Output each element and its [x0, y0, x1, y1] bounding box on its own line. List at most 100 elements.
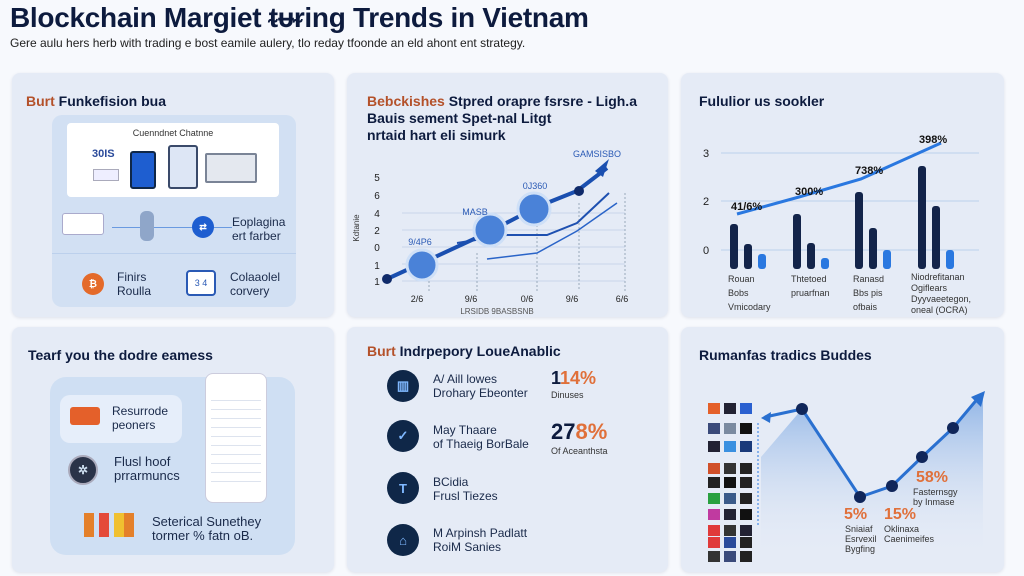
line: Niodrefitanan [911, 272, 965, 282]
line: Dyyvaeetegon, [911, 294, 972, 304]
app-icon [740, 525, 752, 536]
cloud-node-icon [140, 211, 154, 241]
calendar-icon: 3 4 [186, 270, 216, 296]
page-title: Blockchain Margiet ᵵᵾᵲing Trends in Viet… [10, 2, 589, 33]
line: M Arpinsh Padlatt [433, 526, 528, 540]
line: Bbs pis [853, 288, 883, 298]
stat-value: 114% [551, 368, 596, 389]
phone-screen [211, 392, 261, 482]
bar [932, 206, 940, 269]
bar [807, 243, 815, 269]
line: peoners [112, 418, 156, 432]
x-tick: 6/6 [616, 294, 629, 304]
app-icon [740, 403, 752, 414]
line: Resurrode [112, 404, 169, 418]
x-tick: 0/6 [521, 294, 534, 304]
line: BCidia [433, 475, 469, 489]
app-icon [724, 525, 736, 536]
trend-arrow-head [971, 391, 985, 407]
back-arrow-line [764, 407, 803, 419]
line: ofbais [853, 302, 878, 312]
platform-card: Cuenndnet Chatnne 30IS [67, 123, 279, 197]
line: Bygfing [845, 544, 876, 554]
bar-chart-icon: ▥ [387, 370, 419, 402]
y-tick: 2 [703, 196, 709, 208]
title-text: Bauis sement Spet-nal Litgt [367, 110, 552, 126]
label-line: ert farber [232, 229, 281, 243]
x-tick: 2/6 [411, 294, 424, 304]
line: Ranasd [853, 274, 885, 284]
stat-part: 14% [560, 368, 597, 388]
point-label: 9/4P6 [408, 237, 432, 247]
series-line-tertiary [486, 202, 618, 260]
page-subtitle: Gere aulu hers herb with trading e bost … [10, 36, 526, 50]
line: of Thaeig BorBale [433, 437, 529, 451]
title-accent: Bebckishes [367, 93, 445, 109]
point-label: 0J360 [523, 181, 548, 191]
panel-features: Tearf you the dodre eamess Resurrode peon… [12, 327, 334, 572]
data-point [382, 274, 392, 284]
industry-item: May Thaare of Thaeig BorBale [433, 423, 529, 451]
line-labels: 41/6% 300% 738% 398% [731, 134, 947, 213]
point-label: GAMSISBO [573, 149, 621, 159]
trend-pct: 5% [844, 506, 868, 523]
bar-graphic-icon [84, 513, 134, 537]
panel-title: Burt Indrpepory LoueAnablic [367, 343, 561, 360]
app-icon [708, 477, 720, 488]
inner-box: Cuenndnet Chatnne 30IS ⇄ Eoplagina ert fa… [52, 115, 296, 307]
app-icon [708, 537, 720, 548]
line-label: 41/6% [731, 201, 762, 213]
y-axis-label: Kdtanie [352, 214, 361, 242]
app-icon [708, 403, 720, 414]
line: Rouan [728, 274, 755, 284]
y-ticks: 3 2 0 [703, 148, 709, 257]
y-tick: 6 [374, 191, 380, 202]
industry-item: BCidia Frusl Tiezes [433, 475, 498, 503]
line: Esrvexil [845, 534, 877, 544]
exchange-icon: ⇄ [192, 216, 214, 238]
app-icon [708, 551, 720, 562]
title-text: Indrpepory LoueAnablic [399, 343, 561, 359]
label-line: Roulla [117, 284, 152, 298]
y-tick: 1 [374, 277, 380, 288]
feature-label: Seterical Sunethey tormer % fatn oB. [152, 515, 261, 543]
label-line: corvery [230, 284, 270, 298]
panel-trend: Rumanfas tradics Buddes 5% Sniaiaf Esrvex… [681, 327, 1004, 572]
panel-title: Bebckishes Stpred orapre fsrsre - Ligh.a… [367, 93, 637, 144]
panel-industry: Burt Indrpepory LoueAnablic ▥ A/ Aill lo… [347, 327, 668, 572]
line: RoiM Sanies [433, 540, 502, 554]
bar-line-chart: 3 2 0 41/6% 300% 738% 398% [703, 134, 979, 269]
trend-chart [708, 391, 985, 562]
line: tormer % fatn oB. [152, 528, 254, 543]
line: Drohary Ebeonter [433, 386, 528, 400]
trend-caption: Sniaiaf Esrvexil Bygfing [845, 524, 877, 554]
trend-caption: Oklinaxa Caenimeifes [884, 524, 934, 544]
line: Caenimeifes [884, 534, 935, 544]
bar [730, 224, 738, 269]
app-icon [740, 441, 752, 452]
title-text: Funkefision bua [58, 93, 167, 109]
gridlines [402, 212, 625, 282]
desktop-icon [205, 153, 257, 183]
panel-title: Rumanfas tradics Buddes [699, 347, 872, 363]
row2-label: Eoplagina ert farber [232, 215, 285, 243]
app-icon [724, 551, 736, 562]
y-tick: 0 [374, 243, 380, 254]
line-label: 738% [855, 165, 883, 177]
x-ticks: 2/6 9/6 0/6 9/6 6/6 [411, 294, 629, 304]
row3-right-label: Colaaolel corvery [230, 270, 280, 298]
y-tick: 4 [374, 209, 380, 220]
point-labels: 9/4P6 MASB 0J360 GAMSISBO [408, 149, 621, 247]
growth-line-chart: 5 6 4 2 0 1 1 Kdtanie 2/6 9/6 0/6 9/6 6/6 LRSIDB 9… [352, 149, 629, 316]
panel-title: Burt Funkefision bua [26, 93, 166, 110]
app-icon [740, 537, 752, 548]
title-accent: Burt [367, 343, 396, 359]
y-ticks: 5 6 4 2 0 1 1 [374, 173, 380, 288]
mobile-app-icon [130, 151, 156, 189]
bar [758, 254, 766, 269]
app-icon [740, 477, 752, 488]
app-icon [724, 537, 736, 548]
stat-part: 8% [575, 419, 608, 444]
label-line: Eoplagina [232, 215, 286, 229]
app-icon [724, 441, 736, 452]
